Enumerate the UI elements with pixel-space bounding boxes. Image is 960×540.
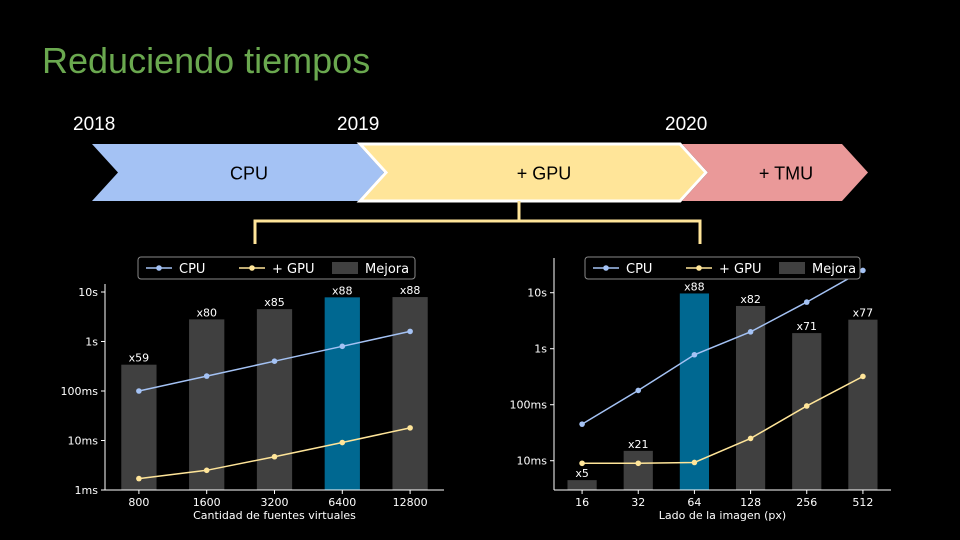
bar — [392, 297, 428, 490]
y-tick-label: 10s — [527, 287, 547, 300]
legend-label: CPU — [179, 262, 205, 277]
series-point — [803, 403, 810, 409]
bar-label: x5 — [575, 467, 589, 480]
series-point — [860, 267, 866, 274]
bar — [324, 297, 360, 490]
series-point — [136, 388, 142, 394]
timeline-stage — [682, 144, 868, 201]
series-point — [271, 358, 278, 364]
x-tick-label: 512 — [852, 496, 873, 509]
series-point — [339, 439, 346, 446]
y-tick-label: 1ms — [75, 484, 99, 497]
series-point — [579, 421, 585, 427]
y-tick-label: 10s — [78, 286, 98, 299]
bar-label: x88 — [400, 284, 421, 297]
legend-label: + GPU — [272, 262, 314, 277]
slide-title: Reduciendo tiempos — [42, 40, 371, 81]
series-point — [860, 373, 866, 380]
y-tick-label: 1s — [85, 336, 98, 349]
timeline-stage-label: + TMU — [759, 164, 813, 184]
series-point — [339, 343, 346, 350]
series-point — [635, 460, 642, 467]
legend-bar-swatch — [332, 262, 358, 274]
x-tick-label: 800 — [128, 496, 149, 509]
x-tick-label: 1600 — [193, 496, 221, 509]
timeline-stage-label: + GPU — [517, 164, 572, 184]
series-point — [203, 373, 210, 379]
timeline: CPU + GPU + TMU — [92, 142, 868, 203]
x-tick-label: 3200 — [261, 496, 289, 509]
bar — [189, 319, 225, 490]
y-tick-label: 10ms — [68, 435, 99, 448]
bar-label: x80 — [196, 306, 217, 319]
x-tick-label: 16 — [575, 496, 589, 509]
year-label: 2020 — [665, 114, 708, 135]
x-tick-label: 256 — [796, 496, 817, 509]
legend-label: Mejora — [812, 262, 856, 277]
series-point — [747, 435, 754, 442]
bar — [567, 480, 597, 490]
bar-label: x59 — [129, 352, 150, 365]
legend-marker — [249, 265, 255, 271]
bar-label: x88 — [332, 284, 353, 297]
legend-label: Mejora — [365, 262, 409, 277]
bar-label: x85 — [264, 296, 285, 309]
x-tick-label: 64 — [687, 496, 701, 509]
y-tick-label: 1s — [534, 343, 547, 356]
chart-lado-imagen: x5 x21 x88 x82 x71 x77 10ms 100ms 1s 10s 16 32 64 128… — [510, 256, 891, 522]
legend-marker — [696, 265, 702, 271]
bracket-connector — [253, 201, 702, 244]
legend-marker — [603, 265, 609, 271]
bar-label: x77 — [853, 307, 874, 320]
series-point — [203, 467, 210, 474]
x-tick-label: 32 — [631, 496, 645, 509]
legend-marker — [156, 265, 162, 271]
series-line — [581, 269, 864, 425]
bar — [256, 309, 293, 490]
series-point — [691, 459, 698, 466]
bracket-line — [253, 219, 702, 244]
year-label: 2018 — [73, 114, 116, 135]
series-point — [803, 299, 810, 305]
timeline-stage — [92, 144, 384, 201]
bar-label: x88 — [684, 280, 705, 293]
bar-label: x71 — [796, 320, 817, 333]
legend-label: + GPU — [719, 262, 761, 277]
series-point — [691, 351, 698, 358]
series-point — [579, 460, 585, 467]
bar-label: x82 — [740, 293, 761, 306]
legend-bar-swatch — [779, 262, 805, 274]
timeline-stage — [356, 142, 709, 203]
bar — [679, 293, 710, 490]
timeline-stage-label: CPU — [230, 164, 268, 184]
series-point — [635, 387, 642, 394]
x-axis-label: Cantidad de fuentes virtuales — [193, 509, 356, 522]
series-point — [747, 329, 754, 335]
series-point — [407, 425, 413, 431]
series-point — [271, 453, 278, 460]
bar — [623, 450, 653, 490]
x-tick-label: 6400 — [328, 496, 356, 509]
bar — [121, 364, 157, 490]
x-axis-label: Lado de la imagen (px) — [659, 509, 786, 522]
year-label: 2019 — [337, 114, 380, 135]
y-tick-label: 100ms — [61, 385, 99, 398]
chart-fuentes-virtuales: x59 x80 x85 x88 x88 1ms 10ms 100ms 1s 10s 800 1600 3… — [61, 256, 444, 522]
bar-label: x21 — [628, 438, 649, 451]
y-tick-label: 10ms — [517, 455, 548, 468]
legend-label: CPU — [626, 262, 652, 277]
series-line — [582, 375, 864, 465]
series-point — [407, 328, 413, 335]
x-tick-label: 128 — [740, 496, 761, 509]
y-tick-label: 100ms — [510, 399, 548, 412]
series-point — [136, 475, 142, 482]
x-tick-label: 12800 — [393, 496, 428, 509]
bar — [848, 319, 878, 490]
